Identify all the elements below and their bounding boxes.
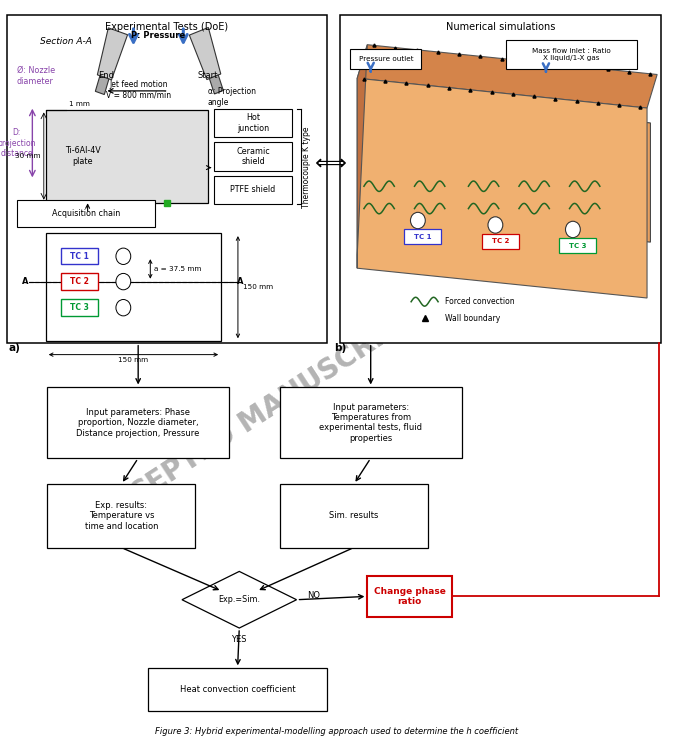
FancyBboxPatch shape (61, 299, 98, 316)
Text: End: End (98, 71, 114, 80)
Circle shape (410, 212, 425, 229)
FancyBboxPatch shape (46, 233, 221, 341)
Text: Mass flow inlet : Ratio
X liquid/1-X gas: Mass flow inlet : Ratio X liquid/1-X gas (532, 48, 611, 61)
FancyBboxPatch shape (47, 387, 229, 458)
Circle shape (565, 221, 580, 238)
Text: Exp. results:
Temperature vs
time and location: Exp. results: Temperature vs time and lo… (84, 501, 158, 530)
Text: Ø: Nozzle
diameter: Ø: Nozzle diameter (17, 66, 55, 86)
Circle shape (116, 299, 131, 316)
Text: A: A (237, 277, 243, 286)
Polygon shape (357, 78, 647, 298)
Text: 150 mm: 150 mm (243, 284, 273, 291)
Polygon shape (367, 93, 650, 242)
Polygon shape (95, 76, 109, 95)
Text: TC 2: TC 2 (69, 277, 89, 286)
FancyBboxPatch shape (280, 484, 428, 548)
FancyBboxPatch shape (148, 668, 327, 711)
Text: Experimental Tests (DoE): Experimental Tests (DoE) (105, 22, 228, 32)
Text: TC 2: TC 2 (492, 238, 509, 244)
Text: Heat convection coefficient: Heat convection coefficient (180, 685, 295, 694)
FancyBboxPatch shape (482, 234, 519, 249)
Text: a = 37.5 mm: a = 37.5 mm (154, 266, 201, 272)
Text: Forced convection: Forced convection (445, 297, 514, 306)
Text: 30 mm: 30 mm (15, 153, 40, 159)
Text: b): b) (334, 343, 346, 352)
FancyBboxPatch shape (280, 387, 462, 458)
Circle shape (116, 248, 131, 264)
FancyBboxPatch shape (404, 229, 441, 244)
FancyBboxPatch shape (367, 576, 452, 617)
Text: Jet feed motion: Jet feed motion (109, 80, 167, 89)
Text: Ceramic
shield: Ceramic shield (236, 147, 270, 166)
Circle shape (116, 273, 131, 290)
Text: Thermocouple K type: Thermocouple K type (302, 127, 311, 209)
Text: TC 3: TC 3 (69, 303, 89, 312)
Text: α: Projection
angle: α: Projection angle (208, 87, 255, 107)
Text: 1 mm: 1 mm (69, 101, 90, 107)
Text: Change phase
ratio: Change phase ratio (373, 586, 446, 606)
FancyBboxPatch shape (559, 238, 596, 253)
Polygon shape (97, 28, 127, 80)
Text: a): a) (8, 343, 20, 352)
Text: P: Pressure: P: Pressure (131, 31, 185, 39)
Text: Input parameters:
Temperatures from
experimental tests, fluid
properties: Input parameters: Temperatures from expe… (319, 403, 422, 443)
Text: Pressure outlet: Pressure outlet (359, 56, 413, 62)
Text: ACCEPTED MANUSCRIPT: ACCEPTED MANUSCRIPT (90, 302, 422, 532)
Text: Figure 3: Hybrid experimental-modelling approach used to determine the h coeffic: Figure 3: Hybrid experimental-modelling … (156, 727, 518, 736)
Text: Numerical simulations: Numerical simulations (446, 22, 555, 32)
FancyBboxPatch shape (506, 40, 637, 69)
Text: Wall boundary: Wall boundary (445, 314, 500, 323)
Text: Section A-A: Section A-A (40, 37, 92, 46)
FancyBboxPatch shape (61, 273, 98, 290)
FancyBboxPatch shape (17, 200, 155, 227)
Text: TC 1: TC 1 (69, 252, 89, 261)
Circle shape (488, 217, 503, 233)
FancyBboxPatch shape (340, 15, 661, 343)
Text: ACCEPTED MANUSCRIPT: ACCEPTED MANUSCRIPT (90, 302, 422, 532)
Text: 150 mm: 150 mm (119, 357, 148, 363)
Text: Sim. results: Sim. results (329, 511, 379, 521)
Text: Input parameters: Phase
proportion, Nozzle diameter,
Distance projection, Pressu: Input parameters: Phase proportion, Nozz… (76, 408, 200, 438)
Text: Exp.=Sim.: Exp.=Sim. (218, 595, 260, 604)
Text: V = 800 mm/min: V = 800 mm/min (106, 90, 171, 99)
FancyBboxPatch shape (214, 142, 292, 171)
FancyBboxPatch shape (214, 176, 292, 204)
Text: Acquisition chain: Acquisition chain (52, 209, 120, 218)
FancyBboxPatch shape (7, 15, 327, 343)
Text: TC 1: TC 1 (415, 234, 431, 240)
Polygon shape (210, 75, 223, 94)
Text: Hot
junction: Hot junction (237, 113, 269, 133)
FancyBboxPatch shape (61, 248, 98, 264)
Text: Ti-6Al-4V
plate: Ti-6Al-4V plate (65, 146, 101, 166)
Text: Start: Start (197, 71, 218, 80)
Text: A: A (22, 277, 29, 286)
Text: YES: YES (232, 635, 247, 644)
Text: ⟺: ⟺ (315, 154, 347, 174)
FancyBboxPatch shape (214, 109, 292, 137)
FancyBboxPatch shape (47, 484, 195, 548)
Text: NO: NO (307, 591, 320, 600)
FancyBboxPatch shape (46, 110, 208, 203)
FancyBboxPatch shape (350, 49, 421, 69)
Polygon shape (357, 45, 367, 268)
Polygon shape (182, 571, 297, 628)
Polygon shape (357, 45, 657, 108)
Text: PTFE shield: PTFE shield (231, 186, 276, 194)
Text: D:
projection
distance: D: projection distance (0, 128, 36, 158)
Text: TC 3: TC 3 (570, 243, 586, 249)
Polygon shape (189, 28, 221, 80)
